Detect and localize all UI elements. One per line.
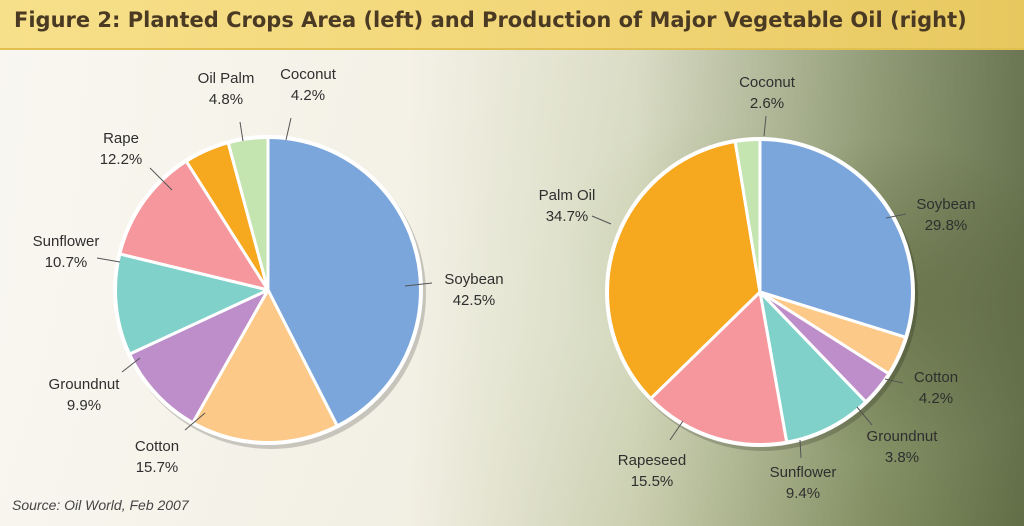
slice-name-coconut: Coconut bbox=[739, 74, 796, 91]
planted-area-pie: Soybean 42.5% Cotton 15.7% Groundnut 9.9% Sunf… bbox=[33, 66, 504, 476]
leader-line-soybean bbox=[885, 213, 907, 219]
leader-line-sunflower bbox=[799, 439, 802, 459]
slice-name-cotton: Cotton bbox=[914, 369, 958, 386]
pie-border bbox=[605, 137, 915, 447]
pie-border bbox=[113, 135, 423, 445]
leader-line-coconut bbox=[763, 115, 767, 137]
slice-name-rapeseed: Rapeseed bbox=[618, 452, 686, 469]
slice-value-soybean: 29.8% bbox=[925, 217, 968, 234]
slice-value-oil-palm: 4.8% bbox=[209, 91, 243, 108]
leader-line-groundnut bbox=[121, 357, 141, 373]
slice-name-sunflower: Sunflower bbox=[770, 464, 837, 481]
leader-line-cotton bbox=[884, 378, 904, 384]
slice-value-palm-oil: 34.7% bbox=[546, 208, 589, 225]
slice-value-soybean: 42.5% bbox=[453, 292, 496, 309]
leader-line-groundnut bbox=[856, 406, 873, 426]
slice-value-coconut: 2.6% bbox=[750, 95, 784, 112]
slice-name-soybean: Soybean bbox=[916, 196, 975, 213]
source-note: Source: Oil World, Feb 2007 bbox=[12, 497, 189, 513]
slice-value-groundnut: 9.9% bbox=[67, 397, 101, 414]
slice-value-rapeseed: 15.5% bbox=[631, 473, 674, 490]
slice-value-coconut: 4.2% bbox=[291, 87, 325, 104]
slice-name-cotton: Cotton bbox=[135, 438, 179, 455]
slice-value-cotton: 4.2% bbox=[919, 390, 953, 407]
slice-name-groundnut: Groundnut bbox=[49, 376, 121, 393]
leader-line-coconut bbox=[285, 117, 292, 141]
leader-line-oil-palm bbox=[239, 121, 244, 142]
slice-name-coconut: Coconut bbox=[280, 66, 337, 83]
oil-production-pie: Soybean 29.8% Cotton 4.2% Groundnut 3.8% Sunfl… bbox=[539, 74, 976, 502]
slice-name-oil-palm: Oil Palm bbox=[198, 70, 255, 87]
figure-header: Figure 2: Planted Crops Area (left) and … bbox=[0, 0, 1024, 50]
slice-value-groundnut: 3.8% bbox=[885, 449, 919, 466]
leader-line-palm-oil bbox=[591, 215, 612, 225]
slice-value-sunflower: 10.7% bbox=[45, 254, 88, 271]
slice-value-rape: 12.2% bbox=[100, 151, 143, 168]
slice-name-palm-oil: Palm Oil bbox=[539, 187, 596, 204]
leader-line-cotton bbox=[184, 412, 206, 431]
leader-line-soybean bbox=[404, 282, 433, 287]
slice-name-groundnut: Groundnut bbox=[867, 428, 939, 445]
leader-line-rape bbox=[149, 167, 173, 191]
leader-line-rapeseed bbox=[669, 420, 684, 441]
slice-name-rape: Rape bbox=[103, 130, 139, 147]
slice-value-cotton: 15.7% bbox=[136, 459, 179, 476]
figure-title: Figure 2: Planted Crops Area (left) and … bbox=[14, 8, 967, 32]
slice-name-soybean: Soybean bbox=[444, 271, 503, 288]
leader-line-sunflower bbox=[96, 257, 121, 263]
slice-value-sunflower: 9.4% bbox=[786, 485, 820, 502]
slice-name-sunflower: Sunflower bbox=[33, 233, 100, 250]
